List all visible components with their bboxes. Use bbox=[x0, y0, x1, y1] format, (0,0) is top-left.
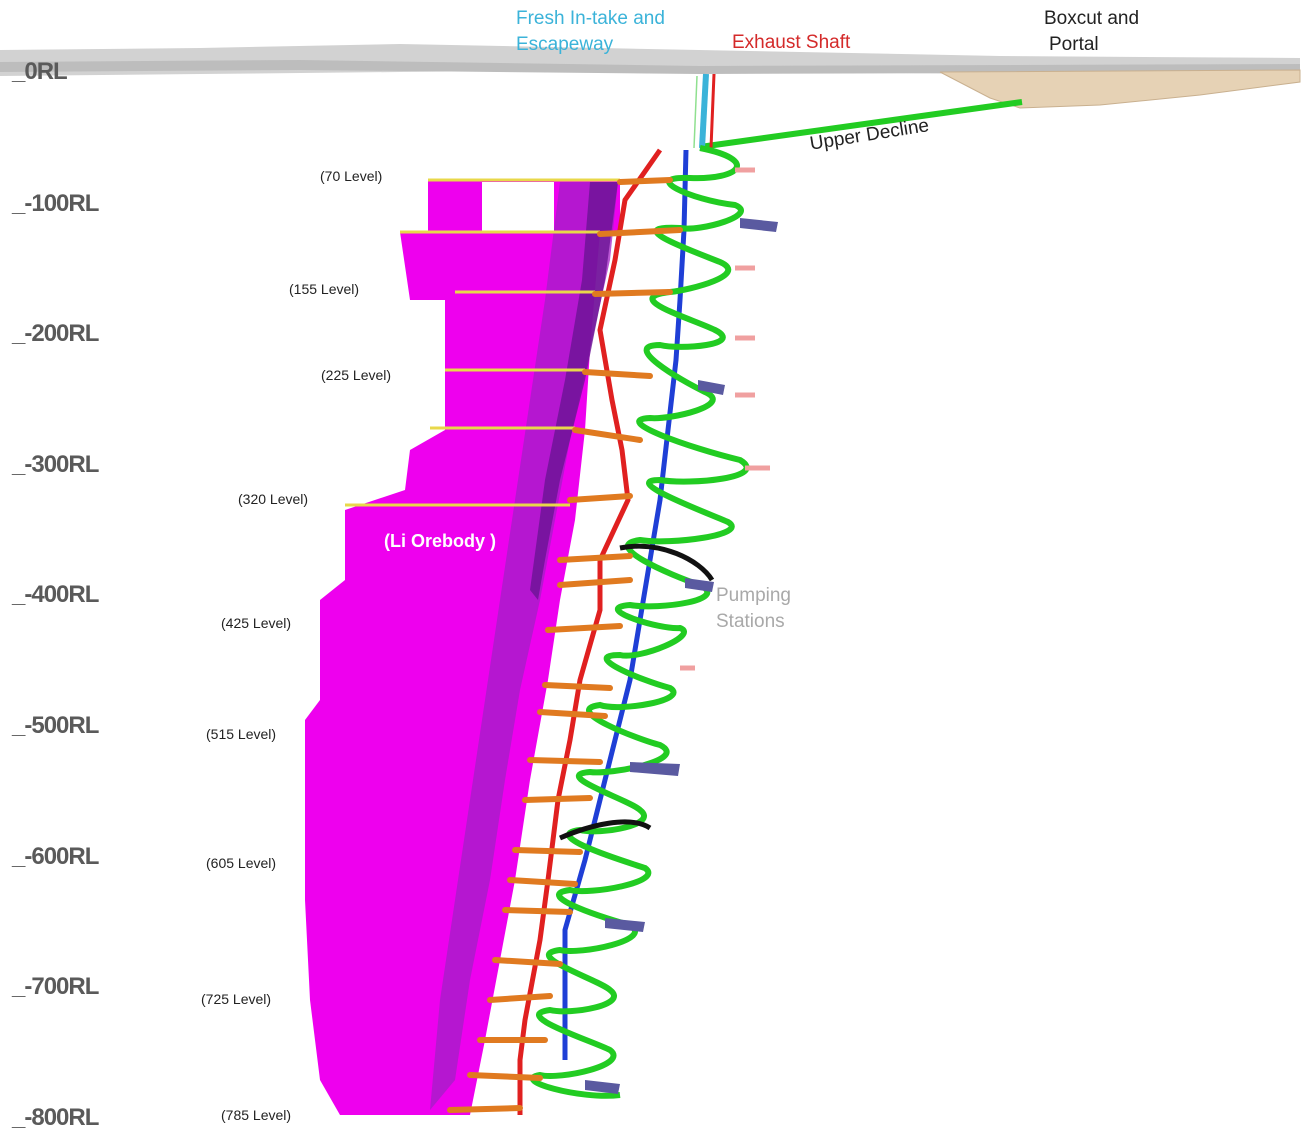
rl-label-700: _-700RL bbox=[12, 973, 98, 1001]
orebody-gap bbox=[482, 182, 554, 232]
boxcut-label: Boxcut and Portal bbox=[1044, 6, 1139, 58]
level-label: (225 Level) bbox=[321, 367, 391, 383]
rl-label-800: _-800RL bbox=[12, 1104, 98, 1132]
intake-shaft bbox=[702, 74, 706, 148]
pumping-label-line1: Pumping bbox=[716, 583, 791, 609]
boxcut-label-line1: Boxcut and bbox=[1044, 6, 1139, 32]
level-label: (320 Level) bbox=[238, 491, 308, 507]
level-label: (155 Level) bbox=[289, 281, 359, 297]
boxcut bbox=[940, 70, 1300, 108]
rl-label-300: _-300RL bbox=[12, 451, 98, 479]
rl-label-600: _-600RL bbox=[12, 843, 98, 871]
rl-label-500: _-500RL bbox=[12, 712, 98, 740]
rl-label-400: _-400RL bbox=[12, 581, 98, 609]
rl-label-0: _0RL bbox=[12, 58, 67, 86]
level-label: (515 Level) bbox=[206, 726, 276, 742]
intake-shaft-thin bbox=[694, 76, 697, 148]
intake-label-line1: Fresh In-take and bbox=[516, 6, 665, 32]
level-label: (425 Level) bbox=[221, 615, 291, 631]
level-label: (605 Level) bbox=[206, 855, 276, 871]
pumping-label-line2: Stations bbox=[716, 609, 791, 635]
pumping-label: Pumping Stations bbox=[716, 583, 791, 635]
rl-label-200: _-200RL bbox=[12, 320, 98, 348]
level-label: (70 Level) bbox=[320, 168, 382, 184]
exhaust-shaft-top bbox=[711, 74, 714, 148]
orebody-gap bbox=[455, 240, 525, 290]
level-label: (725 Level) bbox=[201, 991, 271, 1007]
rl-label-100: _-100RL bbox=[12, 190, 98, 218]
intake-label: Fresh In-take and Escapeway bbox=[516, 6, 665, 58]
intake-label-line2: Escapeway bbox=[516, 32, 665, 58]
exhaust-label: Exhaust Shaft bbox=[732, 30, 850, 56]
boxcut-label-line2: Portal bbox=[1044, 32, 1139, 58]
level-label: (785 Level) bbox=[221, 1107, 291, 1123]
orebody-label: (Li Orebody ) bbox=[384, 528, 496, 554]
